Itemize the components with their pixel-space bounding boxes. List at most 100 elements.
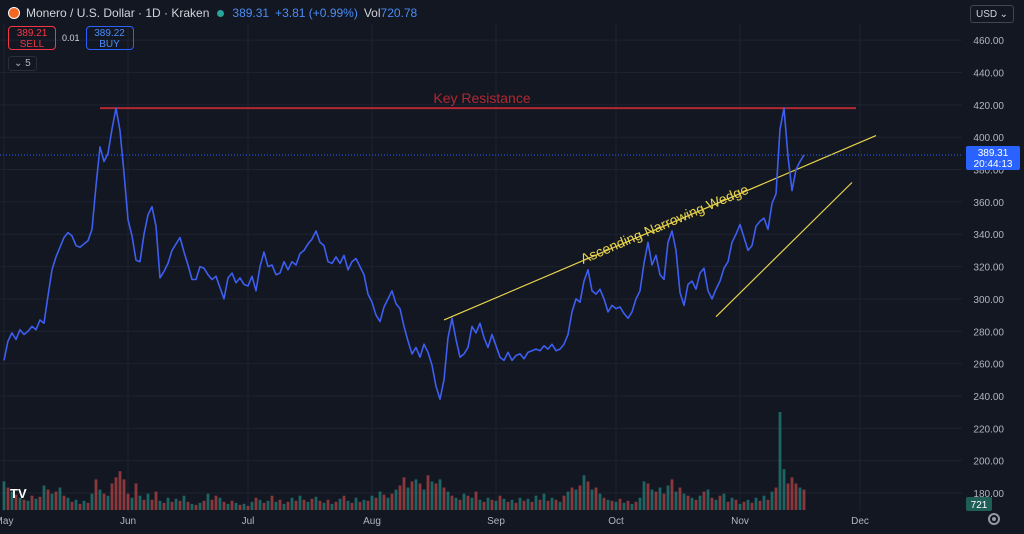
volume-bar (10, 491, 14, 510)
volume-tag-value: 721 (971, 500, 988, 511)
volume-bar (622, 502, 626, 510)
volume-bar (414, 479, 418, 510)
volume-bar (250, 501, 254, 510)
volume-bar (362, 499, 366, 510)
volume-bar (606, 499, 610, 510)
volume-bar (178, 500, 182, 510)
volume-bar (194, 504, 198, 510)
volume-bar (778, 412, 782, 510)
x-tick-label: Dec (851, 516, 869, 527)
volume-bar (258, 499, 262, 510)
wedge-lower-line (715, 182, 853, 318)
monero-logo-icon (8, 7, 20, 19)
volume-bar (786, 483, 790, 510)
volume-bar (506, 501, 510, 510)
volume-bar (494, 500, 498, 510)
volume-bar (546, 500, 550, 510)
symbol-title[interactable]: Monero / U.S. Dollar · 1D · Kraken (26, 6, 210, 20)
currency-select[interactable]: USD ⌄ (970, 5, 1014, 23)
volume-bar (458, 499, 462, 510)
volume-bar (238, 504, 242, 510)
volume-bar (442, 487, 446, 510)
volume-bar (226, 503, 230, 510)
volume-bar (162, 502, 166, 510)
volume-bar (594, 487, 598, 510)
y-tick-label: 400.00 (973, 133, 1004, 144)
volume-bar (322, 502, 326, 510)
volume-bar (246, 505, 250, 510)
volume-bar (346, 500, 350, 510)
volume-bar (590, 489, 594, 510)
last-price-value: 389.31 (978, 148, 1009, 159)
volume-bar (102, 493, 106, 510)
volume-bar (58, 487, 62, 510)
volume-bar (734, 499, 738, 510)
volume-bar (750, 502, 754, 510)
x-tick-label: May (0, 516, 13, 527)
x-tick-label: Sep (487, 516, 505, 527)
volume-bar (186, 501, 190, 510)
volume-bar (694, 499, 698, 510)
volume-bar (426, 475, 430, 510)
y-tick-label: 220.00 (973, 424, 1004, 435)
volume-bar (154, 491, 158, 510)
volume-bar (342, 495, 346, 510)
chevron-down-icon: ⌄ (999, 8, 1008, 20)
volume-bar (514, 502, 518, 510)
volume-bar (446, 491, 450, 510)
volume-bar (490, 499, 494, 510)
volume-bar (486, 497, 490, 510)
volume-bar (766, 499, 770, 510)
x-tick-label: Jul (242, 516, 255, 527)
volume-bar (290, 497, 294, 510)
volume-bar (234, 502, 238, 510)
sell-button[interactable]: 389.21 SELL (8, 26, 56, 50)
volume-bar (174, 498, 178, 510)
volume-bar (14, 494, 18, 510)
volume-bar (298, 495, 302, 510)
trade-panel: 389.21 SELL 0.01 389.22 BUY (8, 26, 134, 50)
volume-bar (630, 503, 634, 510)
spread-value: 0.01 (62, 33, 80, 43)
volume-bar (78, 503, 82, 510)
volume-label: Vol (363, 6, 381, 20)
volume-bar (754, 497, 758, 510)
y-tick-label: 380.00 (973, 166, 1004, 177)
volume-bar (82, 500, 86, 510)
volume-bar (562, 495, 566, 510)
y-tick-label: 300.00 (973, 295, 1004, 306)
volume-bar (334, 501, 338, 510)
volume-bar (62, 495, 66, 510)
volume-bar (302, 499, 306, 510)
volume-bar (22, 499, 26, 510)
volume-bar (650, 489, 654, 510)
volume-bar (142, 499, 146, 510)
y-tick-label: 260.00 (973, 360, 1004, 371)
buy-button[interactable]: 389.22 BUY (85, 26, 134, 50)
volume-bars (2, 412, 806, 510)
indicators-toggle[interactable]: ⌄ 5 (8, 56, 37, 71)
settings-icon[interactable] (988, 513, 1000, 525)
volume-bar (230, 500, 234, 510)
volume-bar (146, 493, 150, 510)
volume-bar (642, 481, 646, 510)
volume-bar (798, 487, 802, 510)
volume-bar (666, 485, 670, 510)
y-tick-label: 460.00 (973, 36, 1004, 47)
volume-bar (134, 483, 138, 510)
volume-bar (730, 497, 734, 510)
volume-bar (98, 489, 102, 510)
tradingview-logo-icon[interactable]: TV (10, 486, 27, 501)
volume-bar (470, 497, 474, 510)
volume-bar (454, 497, 458, 510)
volume-bar (550, 497, 554, 510)
volume-bar (498, 495, 502, 510)
y-tick-label: 200.00 (973, 457, 1004, 468)
x-tick-label: Nov (731, 516, 749, 527)
volume-value: 720.78 (380, 6, 418, 20)
volume-tag: 721 (966, 497, 992, 511)
volume-bar (502, 498, 506, 510)
volume-bar (130, 497, 134, 510)
volume-bar (158, 500, 162, 510)
